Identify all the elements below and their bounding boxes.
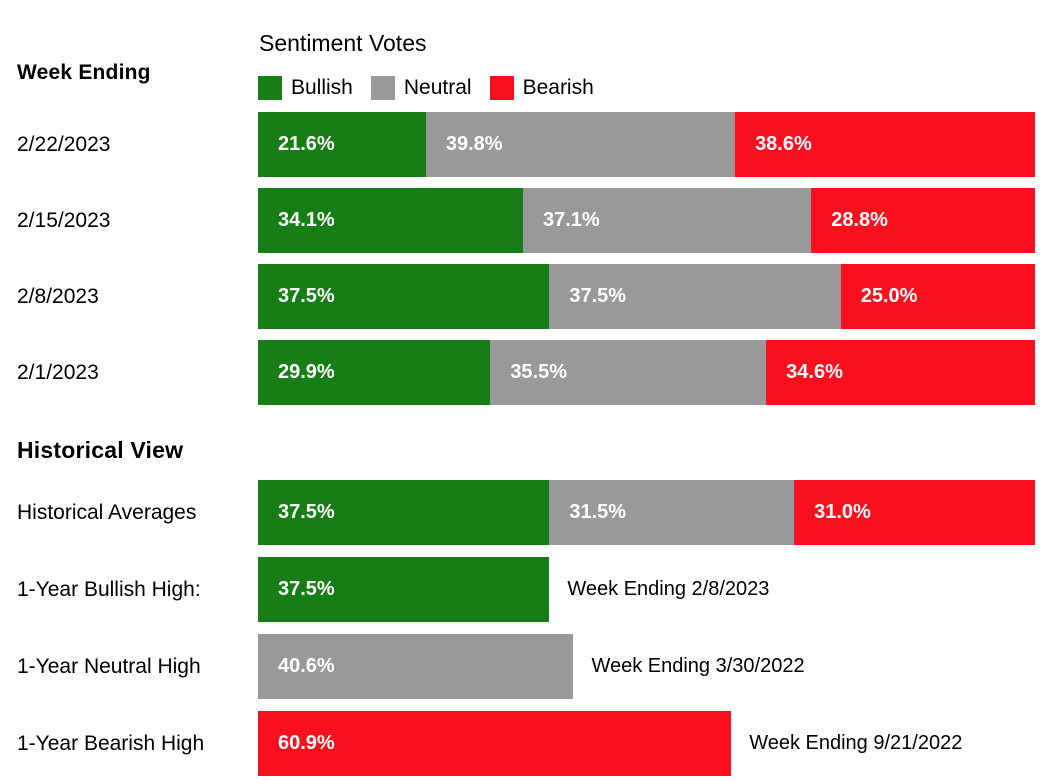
bullish-percent-label: 37.5% — [278, 501, 335, 523]
bullish-bar-segment: 34.1% — [258, 188, 523, 253]
chart-title: Sentiment Votes — [259, 30, 427, 56]
bullish-high-label: 1-Year Bullish High: — [17, 578, 201, 601]
bearish-bar-segment: 25.0% — [840, 264, 1035, 329]
neutral-bar-segment: 39.8% — [425, 112, 736, 177]
single-bar-track: 60.9% Week Ending 9/21/2022 — [258, 711, 1035, 776]
bearish-percent-label: 28.8% — [831, 209, 888, 231]
bearish-high-row: 1-Year Bearish High 60.9% Week Ending 9/… — [0, 711, 1056, 776]
neutral-percent-label: 39.8% — [445, 133, 503, 155]
historical-averages-row: Historical Averages 37.5% 31.5% 31.0% — [0, 480, 1056, 545]
stacked-bar: 37.5% 37.5% 25.0% — [258, 264, 1035, 329]
bearish-percent-label: 25.0% — [860, 285, 918, 307]
legend-label-neutral: Neutral — [403, 76, 472, 99]
bullish-percent-label: 29.9% — [278, 361, 335, 383]
legend-label-bearish: Bearish — [522, 76, 594, 99]
week-ending-annotation: Week Ending 9/21/2022 — [749, 732, 963, 754]
bullish-bar-segment: 21.6% — [258, 112, 426, 177]
week-ending-annotation: Week Ending 2/8/2023 — [567, 578, 770, 600]
neutral-bar-segment: 40.6% — [258, 634, 574, 699]
neutral-bar-segment: 35.5% — [490, 340, 767, 405]
neutral-bar-segment: 37.5% — [549, 264, 841, 329]
week-ending-column-header: Week Ending — [17, 61, 151, 84]
bullish-bar-segment: 29.9% — [258, 340, 491, 405]
bearish-bar-segment: 31.0% — [794, 480, 1035, 545]
bearish-bar-segment: 34.6% — [766, 340, 1035, 405]
stacked-bar: 21.6% 39.8% 38.6% — [258, 112, 1035, 177]
neutral-percent-label: 31.5% — [569, 501, 627, 523]
bullish-percent-label: 21.6% — [278, 133, 335, 155]
bearish-percent-label: 31.0% — [814, 501, 871, 523]
bearish-percent-label: 38.6% — [755, 133, 812, 155]
historical-averages-label: Historical Averages — [17, 501, 197, 524]
single-bar-track: 37.5% Week Ending 2/8/2023 — [258, 557, 1035, 622]
stacked-bar: 29.9% 35.5% 34.6% — [258, 340, 1035, 405]
bullish-bar-segment: 37.5% — [258, 557, 550, 622]
neutral-percent-label: 35.5% — [510, 361, 568, 383]
neutral-bar-segment: 37.1% — [522, 188, 812, 253]
week-ending-annotation: Week Ending 3/30/2022 — [591, 655, 805, 677]
neutral-percent-label: 37.1% — [542, 209, 600, 231]
bullish-bar-segment: 37.5% — [258, 480, 550, 545]
neutral-high-label: 1-Year Neutral High — [17, 655, 201, 678]
bearish-bar-segment: 28.8% — [811, 188, 1035, 253]
bullish-bar-segment: 37.5% — [258, 264, 550, 329]
bullish-swatch-icon — [258, 76, 282, 100]
sentiment-row-week-3: 2/8/2023 37.5% 37.5% 25.0% — [0, 264, 1056, 329]
neutral-bar-segment: 31.5% — [549, 480, 795, 545]
bearish-high-label: 1-Year Bearish High — [17, 732, 205, 755]
bearish-percent-label: 60.9% — [278, 732, 335, 754]
week-label: 2/22/2023 — [17, 133, 111, 156]
bearish-bar-segment: 60.9% — [258, 711, 732, 776]
week-label: 2/8/2023 — [17, 285, 99, 308]
neutral-percent-label: 40.6% — [278, 655, 335, 677]
sentiment-row-week-4: 2/1/2023 29.9% 35.5% 34.6% — [0, 340, 1056, 405]
stacked-bar: 34.1% 37.1% 28.8% — [258, 188, 1035, 253]
bullish-percent-label: 37.5% — [278, 578, 335, 600]
single-bar-track: 40.6% Week Ending 3/30/2022 — [258, 634, 1035, 699]
stacked-bar: 37.5% 31.5% 31.0% — [258, 480, 1035, 545]
bullish-percent-label: 37.5% — [278, 285, 335, 307]
bullish-high-row: 1-Year Bullish High: 37.5% Week Ending 2… — [0, 557, 1056, 622]
legend-item-bullish: Bullish — [258, 76, 353, 100]
legend-item-bearish: Bearish — [489, 76, 594, 100]
bearish-percent-label: 34.6% — [786, 361, 843, 383]
bearish-swatch-icon — [489, 76, 514, 100]
neutral-high-row: 1-Year Neutral High 40.6% Week Ending 3/… — [0, 634, 1056, 699]
week-label: 2/15/2023 — [17, 209, 111, 232]
sentiment-row-week-1: 2/22/2023 21.6% 39.8% 38.6% — [0, 112, 1056, 177]
legend-label-bullish: Bullish — [291, 76, 353, 99]
legend-item-neutral: Neutral — [370, 76, 472, 100]
neutral-percent-label: 37.5% — [569, 285, 627, 307]
legend: Bullish Neutral Bearish — [258, 76, 612, 100]
historical-view-heading: Historical View — [17, 437, 184, 463]
bullish-percent-label: 34.1% — [278, 209, 335, 231]
sentiment-row-week-2: 2/15/2023 34.1% 37.1% 28.8% — [0, 188, 1056, 253]
week-label: 2/1/2023 — [17, 361, 99, 384]
bearish-bar-segment: 38.6% — [735, 112, 1035, 177]
chart-header: Week Ending Sentiment Votes Bullish Neut… — [0, 0, 1056, 112]
neutral-swatch-icon — [370, 76, 395, 100]
